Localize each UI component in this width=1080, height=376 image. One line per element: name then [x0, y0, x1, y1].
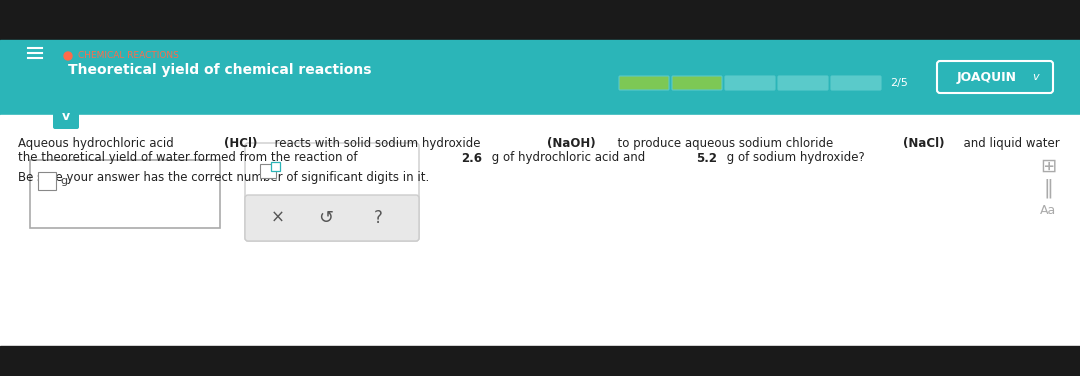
Text: to produce aqueous sodium chloride: to produce aqueous sodium chloride [610, 138, 837, 150]
Text: v: v [62, 109, 70, 123]
Text: 2.6: 2.6 [461, 152, 482, 165]
Bar [38, 172, 56, 190]
Text: ‖: ‖ [1043, 178, 1053, 198]
Bar [30, 160, 220, 228]
Text: the theoretical yield of water formed from the reaction of: the theoretical yield of water formed fr… [18, 152, 361, 165]
FancyBboxPatch shape [778, 76, 828, 90]
Bar [260, 164, 276, 178]
Text: g of hydrochloric acid and: g of hydrochloric acid and [488, 152, 649, 165]
Bar [0, 346, 1080, 376]
Text: Theoretical yield of chemical reactions: Theoretical yield of chemical reactions [68, 63, 372, 77]
FancyBboxPatch shape [619, 76, 669, 90]
Bar [271, 162, 280, 171]
Text: ⊞: ⊞ [1040, 156, 1056, 176]
Text: Aqueous hydrochloric acid: Aqueous hydrochloric acid [18, 138, 177, 150]
Text: (HCl): (HCl) [224, 138, 257, 150]
Text: 2/5: 2/5 [890, 78, 908, 88]
Text: JOAQUIN: JOAQUIN [957, 71, 1017, 83]
Text: 5.2: 5.2 [696, 152, 717, 165]
FancyBboxPatch shape [831, 76, 881, 90]
Circle shape [64, 52, 72, 60]
Bar [0, 40, 1080, 115]
Text: ↺: ↺ [319, 209, 334, 227]
Text: and liquid water: and liquid water [957, 138, 1064, 150]
Text: (NaCl): (NaCl) [903, 138, 944, 150]
FancyBboxPatch shape [672, 76, 723, 90]
FancyBboxPatch shape [245, 195, 419, 241]
Text: g of sodium hydroxide?: g of sodium hydroxide? [723, 152, 865, 165]
FancyBboxPatch shape [245, 143, 419, 241]
Bar [0, 115, 1080, 346]
Text: ×: × [271, 209, 285, 227]
FancyBboxPatch shape [725, 76, 775, 90]
Text: (NaOH): (NaOH) [548, 138, 596, 150]
Bar [0, 0, 1080, 40]
FancyBboxPatch shape [937, 61, 1053, 93]
Text: v: v [1032, 72, 1039, 82]
Text: g: g [60, 176, 67, 186]
Text: Aa: Aa [1040, 203, 1056, 217]
Text: Be sure your answer has the correct number of significant digits in it.: Be sure your answer has the correct numb… [18, 171, 429, 185]
Text: ?: ? [374, 209, 382, 227]
Text: reacts with solid sodium hydroxide: reacts with solid sodium hydroxide [267, 138, 484, 150]
Text: CHEMICAL REACTIONS: CHEMICAL REACTIONS [78, 50, 179, 59]
FancyBboxPatch shape [53, 103, 79, 129]
